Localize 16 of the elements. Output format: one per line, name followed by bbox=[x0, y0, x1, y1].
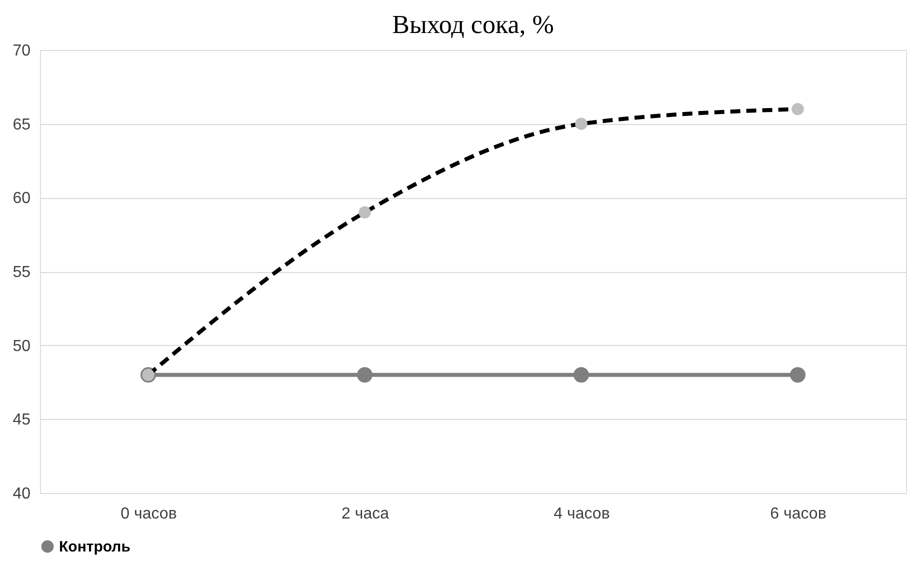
y-tick-label: 60 bbox=[12, 190, 31, 208]
legend-label: Контроль bbox=[59, 538, 130, 556]
x-tick-label: 4 часов bbox=[554, 506, 610, 522]
point bbox=[357, 367, 372, 383]
x-tick-label: 2 часа bbox=[342, 506, 390, 522]
y-tick-label: 45 bbox=[12, 412, 31, 429]
y-tick-label: 70 bbox=[12, 42, 31, 60]
x-tick-label: 0 часов bbox=[120, 506, 177, 522]
y-tick-label: 55 bbox=[12, 264, 31, 281]
y-tick-label: 65 bbox=[12, 116, 31, 134]
chart-title: Выход сока, % bbox=[392, 10, 554, 39]
y-tick-label: 40 bbox=[12, 486, 31, 502]
point bbox=[574, 367, 589, 383]
point bbox=[790, 367, 806, 383]
x-tick-label: 6 часов bbox=[770, 506, 826, 522]
y-tick-label: 50 bbox=[12, 338, 31, 355]
